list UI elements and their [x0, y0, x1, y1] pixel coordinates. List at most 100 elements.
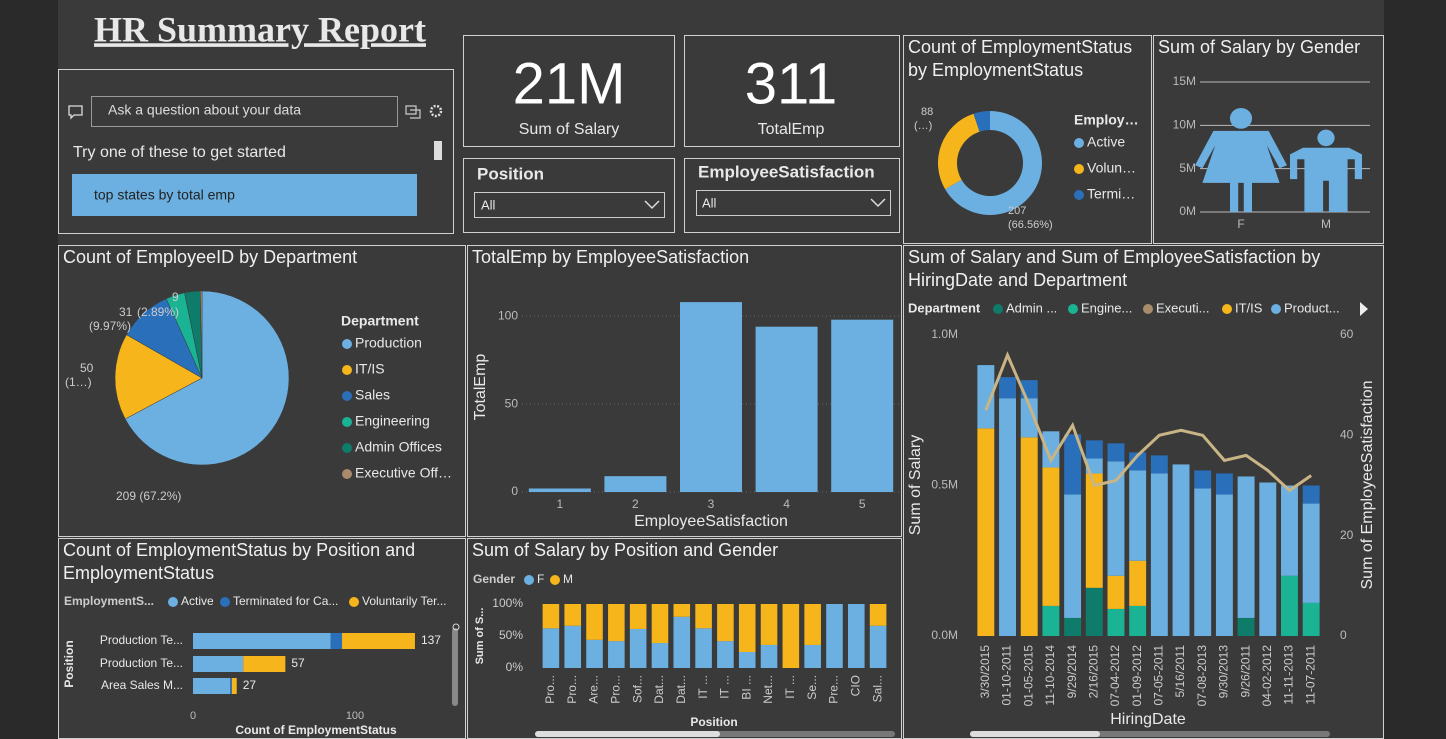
stacked-bar-segment	[804, 604, 821, 645]
stacked-bar-segment	[1020, 437, 1038, 636]
scrollbar-thumb[interactable]	[535, 731, 720, 737]
stacked-bar-segment	[1215, 473, 1233, 495]
stacked-bar-segment	[1150, 473, 1168, 636]
stacked-bar-segment	[651, 643, 669, 668]
scroll-handle[interactable]	[452, 623, 460, 631]
stacked-bar-segment	[586, 639, 603, 668]
data-label: 207 (66.56%)	[1008, 205, 1053, 231]
legend-marker	[342, 469, 352, 479]
qa-scrollbar[interactable]	[434, 141, 442, 160]
x-tick-label: 9/30/2013	[1217, 645, 1231, 699]
stacked-bar-segment	[760, 604, 778, 645]
x-tick-label: 2	[632, 497, 639, 511]
slicer-value: All	[702, 195, 717, 210]
card-label: TotalEmp	[758, 121, 825, 138]
dropdown-chevron[interactable]	[644, 200, 660, 210]
y-tick-label: 1.0M	[931, 327, 958, 341]
x-tick-label: IT ...	[783, 675, 797, 699]
slicer-value: All	[481, 197, 496, 212]
x-tick-label: Pro...	[543, 675, 557, 704]
legend-label: Production	[355, 335, 422, 351]
pictogram-bar	[1195, 108, 1287, 212]
y-tick-label: 10M	[1173, 118, 1196, 132]
title-box: Sum of Salary by Gender	[1158, 37, 1360, 57]
x-tick-label: IT ...	[696, 675, 710, 699]
chart-title: Count of EmployeeID by Department	[63, 247, 358, 267]
legend-next-arrow[interactable]	[1360, 302, 1368, 316]
stacked-bar-segment	[629, 604, 647, 629]
stacked-bar-segment	[651, 604, 669, 644]
stacked-bar-segment	[1107, 461, 1125, 576]
legend-label: Engineering	[355, 413, 430, 429]
qa-panel	[58, 69, 454, 234]
qa-settings-icon[interactable]	[429, 104, 443, 118]
x-tick-label: 4	[783, 497, 790, 511]
pie-slice	[124, 290, 290, 466]
scrollbar-thumb[interactable]	[970, 731, 1100, 737]
stacked-bar-segment	[717, 604, 734, 642]
scrollbar-thumb[interactable]	[452, 628, 458, 706]
legend-marker	[550, 575, 560, 585]
stacked-bar-segment	[782, 604, 800, 668]
x-tick-label: Dat...	[674, 675, 688, 704]
slicer	[684, 158, 900, 233]
slicer-title: Position	[477, 164, 544, 183]
y-tick-label: Area Sales M...	[101, 678, 183, 692]
dropdown-chevron[interactable]	[870, 198, 886, 208]
legend-marker	[1222, 304, 1232, 314]
x-tick-label: 5	[859, 497, 866, 511]
legend-label: Executi...	[1156, 300, 1209, 315]
slicer-dropdown[interactable]	[696, 190, 891, 216]
stacked-bar-segment	[1302, 503, 1320, 603]
visual-panel	[467, 245, 902, 537]
stacked-bar-segment	[1107, 575, 1125, 609]
stacked-bar-segment	[193, 656, 244, 672]
bar	[528, 488, 591, 492]
x-tick-label: 9/29/2014	[1065, 645, 1079, 699]
stacked-bar-segment	[1194, 470, 1212, 489]
stacked-bar-segment	[1064, 494, 1082, 618]
x-tick-label: Net...	[761, 675, 775, 704]
label-line: 88	[921, 106, 936, 118]
stacked-bar-segment	[193, 633, 331, 649]
stacked-bar-segment	[1042, 467, 1060, 606]
stacked-bar-segment	[977, 365, 995, 429]
qa-copy-icon[interactable]	[405, 105, 421, 119]
x-tick-label: 11-07-2011	[1303, 645, 1317, 705]
y-tick-label: Production Te...	[100, 656, 183, 670]
legend-label: Product...	[1284, 300, 1340, 315]
x-axis-title: Count of EmploymentStatus	[235, 723, 397, 737]
qa-suggestion[interactable]: top states by total emp	[94, 187, 235, 203]
stacked-bar-segment	[999, 398, 1016, 636]
stacked-bar-segment	[1020, 398, 1038, 438]
slicer-dropdown[interactable]	[474, 192, 665, 218]
stacked-bar-segment	[1215, 494, 1233, 636]
card	[684, 35, 900, 147]
stacked-bar-segment	[1281, 485, 1298, 576]
y-axis-title: Sum of S...	[474, 608, 486, 665]
y-tick-label: 0%	[506, 660, 524, 674]
stacked-bar-segment	[847, 604, 865, 668]
x-tick-label: 07-08-2013	[1195, 645, 1209, 707]
y-axis-title: Sum of Salary	[907, 435, 924, 535]
legend-marker	[524, 575, 534, 585]
stacked-bar-segment	[1085, 473, 1103, 588]
x-tick-label: 11-11-2013	[1282, 645, 1296, 705]
y-axis-title: Position	[62, 640, 76, 687]
legend-marker	[342, 443, 352, 453]
qa-input[interactable]	[91, 96, 398, 127]
x-tick-label: CIO	[848, 675, 862, 696]
qa-suggestion-button[interactable]	[72, 174, 417, 216]
qa-prompt: Try one of these to get started	[73, 144, 286, 161]
stacked-bar-segment	[1237, 476, 1255, 618]
title-box: Count of EmploymentStatus by Position an…	[63, 540, 416, 583]
card-value: 21M	[513, 51, 626, 116]
y-tick-label: 100	[498, 308, 518, 322]
stacked-bar-segment	[738, 652, 756, 668]
slicer	[463, 158, 675, 233]
chart-title: TotalEmp by EmployeeSatisfaction	[472, 247, 750, 267]
x-tick-label: M	[1321, 217, 1331, 231]
x-tick-label: 1	[556, 497, 563, 511]
stacked-bar-segment	[243, 656, 286, 672]
chart-title: Count of EmploymentStatus by Position an…	[63, 540, 416, 583]
